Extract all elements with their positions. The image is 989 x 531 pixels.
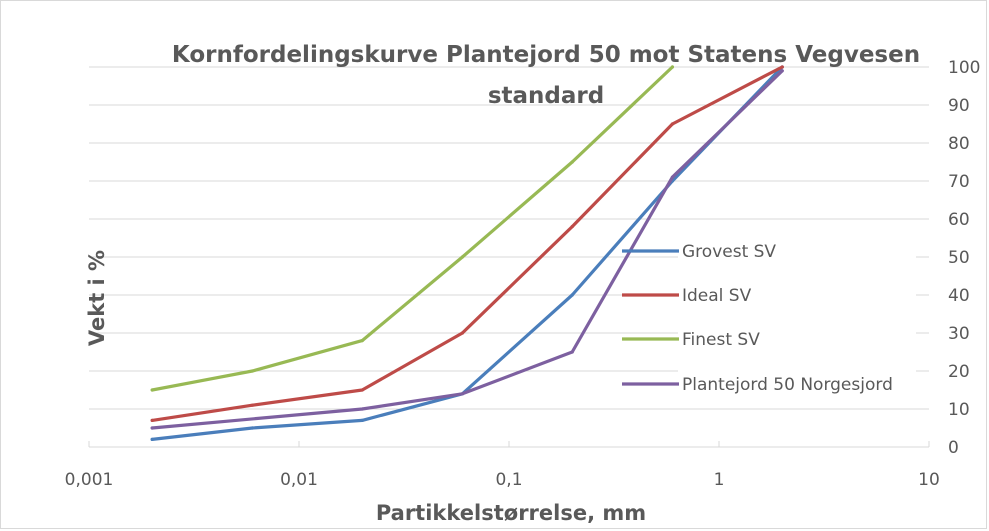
data-point: [670, 175, 675, 179]
legend-item-0: Grovest SV: [622, 237, 916, 263]
legend-label: Plantejord 50 Norgesjord: [682, 375, 893, 395]
data-point: [250, 426, 255, 430]
data-point: [360, 418, 364, 422]
data-point: [460, 392, 465, 396]
y-tick-label: 0: [948, 438, 959, 458]
x-axis: 0,001 0,01 0,1 1 10: [65, 441, 940, 490]
y-axis-label: Vekt i %: [85, 250, 109, 346]
data-point: [150, 388, 154, 392]
data-point: [250, 369, 255, 373]
data-point: [570, 293, 574, 297]
data-point: [570, 350, 574, 354]
y-tick-label: 50: [948, 248, 970, 268]
data-point: [570, 225, 574, 229]
x-tick-label: 10: [918, 470, 940, 490]
x-tick-label: 0,001: [65, 470, 114, 490]
data-point: [670, 65, 675, 69]
data-point: [360, 388, 364, 392]
legend-item-1: Ideal SV: [622, 281, 916, 307]
x-axis-label: Partikkelstørrelse, mm: [376, 501, 646, 525]
y-tick-label: 90: [948, 96, 970, 116]
y-tick-label: 20: [948, 362, 970, 382]
legend-item-2: Finest SV: [622, 325, 916, 351]
y-tick-label: 40: [948, 286, 970, 306]
y-tick-label: 60: [948, 210, 970, 230]
x-tick-label: 0,01: [280, 470, 318, 490]
data-point: [250, 403, 255, 407]
data-point: [670, 122, 675, 126]
legend-item-bg: [678, 370, 916, 396]
series-line-2: [150, 65, 675, 392]
y-tick-label: 10: [948, 400, 970, 420]
legend-item-3: Plantejord 50 Norgesjord: [622, 370, 916, 396]
series-layer: [150, 65, 784, 441]
legend-item-bg: [678, 237, 916, 263]
data-point: [460, 255, 465, 259]
y-tick-label: 70: [948, 172, 970, 192]
legend: Grovest SV Ideal SV Finest SV Plantejord 50…: [622, 237, 916, 396]
data-point: [780, 65, 784, 69]
data-point: [150, 437, 154, 441]
data-point: [360, 339, 364, 343]
chart-title-line1: Kornfordelingskurve Plantejord 50 mot St…: [172, 42, 920, 68]
data-point: [150, 418, 154, 422]
data-point: [780, 69, 784, 73]
data-point: [150, 426, 154, 430]
legend-item-bg: [678, 281, 916, 307]
x-tick-label: 1: [714, 470, 725, 490]
y-tick-label: 80: [948, 134, 970, 154]
series-line-3: [150, 69, 784, 430]
data-point: [360, 407, 364, 411]
legend-label: Grovest SV: [682, 242, 776, 262]
legend-label: Ideal SV: [682, 286, 752, 306]
x-tick-label: 0,1: [495, 470, 522, 490]
chart-title-line2: standard: [488, 83, 604, 109]
y-tick-label: 100: [948, 58, 980, 78]
y-tick-label: 30: [948, 324, 970, 344]
legend-label: Finest SV: [682, 330, 760, 350]
data-point: [460, 331, 465, 335]
legend-item-bg: [678, 325, 916, 351]
y-axis: 0 10 20 30 40 50 60 70 80 90 100: [948, 58, 980, 458]
data-point: [570, 160, 574, 164]
